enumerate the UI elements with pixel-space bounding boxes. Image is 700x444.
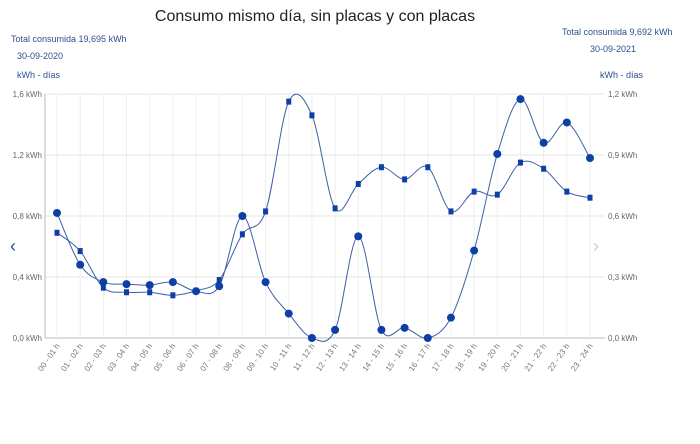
data-point-square [425, 164, 431, 171]
right-tick-label: 0,6 kWh [608, 212, 637, 221]
data-point-circle [539, 138, 548, 147]
x-tick-label: 14 - 15 h [361, 342, 386, 373]
right-tick-label: 0,9 kWh [608, 151, 637, 160]
left-tick-label: 0,8 kWh [13, 212, 42, 221]
data-point-square [54, 229, 60, 236]
x-tick-label: 12 - 13 h [314, 342, 339, 373]
data-point-square [448, 208, 454, 215]
x-tick-label: 05 - 06 h [152, 342, 177, 373]
x-tick-label: 01 - 02 h [59, 342, 84, 373]
data-point-circle [331, 325, 340, 334]
data-point-square [402, 176, 408, 183]
x-tick-label: 02 - 03 h [83, 342, 108, 373]
data-point-circle [493, 149, 502, 158]
next-arrow-icon[interactable]: › [593, 236, 599, 256]
data-point-circle [145, 281, 154, 290]
x-tick-label: 19 - 20 h [476, 342, 501, 373]
data-point-square [355, 180, 361, 187]
data-point-square [100, 284, 106, 291]
right-date: 30-09-2021 [590, 44, 637, 54]
data-point-circle [122, 280, 131, 289]
data-point-square [541, 165, 547, 172]
data-point-square [471, 188, 477, 195]
chart-title: Consumo mismo día, sin placas y con plac… [154, 8, 476, 25]
left-axis-label: kWh - días [17, 70, 61, 80]
x-tick-label: 23 - 24 h [569, 342, 594, 373]
data-point-square [332, 205, 338, 212]
series-line-left [56, 93, 591, 296]
right-total: Total consumida 9,692 kWh [562, 27, 673, 37]
data-point-circle [446, 313, 455, 322]
x-tick-label: 20 - 21 h [500, 342, 525, 373]
right-axis-label: kWh - días [600, 70, 644, 80]
left-tick-label: 0,4 kWh [13, 273, 42, 282]
x-tick-label: 13 - 14 h [337, 342, 362, 373]
data-point-circle [99, 278, 108, 287]
data-point-square [170, 292, 176, 299]
data-point-circle [168, 278, 177, 287]
x-tick-label: 22 - 23 h [546, 342, 571, 373]
data-point-circle [307, 334, 316, 342]
prev-arrow-icon[interactable]: ‹ [10, 236, 16, 256]
data-point-square [239, 231, 245, 238]
x-tick-label: 16 - 17 h [407, 342, 432, 373]
series-line-right [56, 98, 591, 342]
x-tick-label: 21 - 22 h [523, 342, 548, 373]
data-point-square [77, 248, 83, 255]
data-point-square [494, 191, 500, 198]
left-total: Total consumida 19,695 kWh [11, 34, 127, 44]
data-point-circle [354, 232, 363, 241]
data-point-square [378, 164, 384, 171]
data-point-square [564, 188, 570, 195]
x-tick-label: 18 - 19 h [453, 342, 478, 373]
data-point-circle [377, 325, 386, 334]
right-tick-label: 1,2 kWh [608, 90, 637, 99]
right-tick-label: 0,3 kWh [608, 273, 637, 282]
x-tick-label: 04 - 05 h [129, 342, 154, 373]
data-point-circle [423, 334, 432, 342]
left-tick-label: 1,2 kWh [13, 151, 42, 160]
data-point-square [309, 112, 315, 119]
data-point-circle [562, 118, 571, 127]
data-point-square [286, 98, 292, 105]
x-tick-label: 00 - 01 h [36, 342, 61, 373]
right-tick-label: 0,0 kWh [608, 334, 637, 343]
x-tick-label: 15 - 16 h [384, 342, 409, 373]
data-point-circle [238, 212, 247, 220]
left-date: 30-09-2020 [17, 51, 64, 61]
data-point-circle [400, 323, 409, 332]
x-tick-label: 09 - 10 h [245, 342, 270, 373]
data-point-circle [261, 278, 270, 287]
data-point-square [587, 194, 593, 201]
data-point-circle [284, 309, 293, 318]
data-point-square [263, 208, 269, 215]
data-point-circle [516, 95, 525, 104]
data-point-square [124, 289, 130, 296]
x-tick-label: 06 - 07 h [175, 342, 200, 373]
data-point-square [216, 277, 222, 284]
x-tick-label: 07 - 08 h [198, 342, 223, 373]
x-tick-label: 17 - 18 h [430, 342, 455, 373]
x-tick-label: 11 - 12 h [291, 342, 316, 373]
data-point-circle [192, 287, 201, 296]
x-tick-label: 03 - 04 h [106, 342, 131, 373]
data-point-circle [76, 260, 85, 269]
left-tick-label: 0,0 kWh [13, 334, 42, 343]
data-point-circle [53, 208, 61, 217]
x-tick-label: 08 - 09 h [222, 342, 247, 373]
data-point-square [147, 289, 153, 296]
data-point-circle [215, 282, 224, 291]
data-point-square [517, 159, 523, 166]
data-point-circle [470, 246, 479, 255]
x-tick-label: 10 - 11 h [268, 342, 293, 373]
left-tick-label: 1,6 kWh [13, 90, 42, 99]
data-point-circle [586, 154, 594, 163]
